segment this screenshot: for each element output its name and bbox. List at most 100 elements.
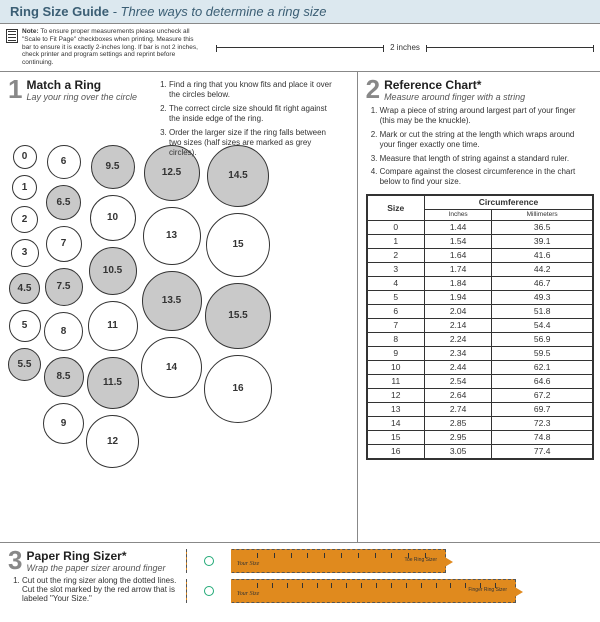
ring-circle: 13 xyxy=(143,207,201,265)
ring-circle: 15.5 xyxy=(205,283,271,349)
ring-circle: 12 xyxy=(86,415,139,468)
ring-circle: 9.5 xyxy=(91,145,135,189)
sizer-ticks xyxy=(257,583,495,589)
table-row: 163.0577.4 xyxy=(367,444,592,458)
th-in: Inches xyxy=(424,209,491,220)
step-item: Measure that length of string against a … xyxy=(380,154,594,164)
table-row: 31.7444.2 xyxy=(367,262,592,276)
step-item: Order the larger size if the ring falls … xyxy=(169,128,340,159)
note-row: Note: To ensure proper measurements plea… xyxy=(0,24,600,72)
sizer-name: Finger Ring Sizer xyxy=(468,587,507,593)
section-1-sub: Lay your ring over the circle xyxy=(26,92,137,102)
circle-column: 0 1 2 3 4.5 5 5.5 xyxy=(8,142,41,471)
note-box: Note: To ensure proper measurements plea… xyxy=(0,24,210,71)
main-columns: 1 Match a Ring Lay your ring over the ci… xyxy=(0,72,600,542)
table-row: 132.7469.7 xyxy=(367,402,592,416)
page-subtitle: - Three ways to determine a ring size xyxy=(113,4,327,19)
th-circ: Circumference xyxy=(424,195,592,209)
ring-circle: 11 xyxy=(88,301,138,351)
circle-column: 66.577.588.59 xyxy=(43,142,84,471)
ring-circles: 01234.555.566.577.588.599.51010.51111.51… xyxy=(8,142,351,471)
scale-line-left xyxy=(216,47,384,48)
section-3-instructions: Cut out the ring sizer along the dotted … xyxy=(8,576,178,603)
page-title: Ring Size Guide xyxy=(10,4,109,19)
section-1-title: Match a Ring xyxy=(26,78,137,92)
ring-circle: 16 xyxy=(204,355,272,423)
title-banner: Ring Size Guide - Three ways to determin… xyxy=(0,0,600,24)
note-text: Note: To ensure proper measurements plea… xyxy=(22,28,204,67)
ring-circle: 14 xyxy=(141,337,202,398)
step-item: Find a ring that you know fits and place… xyxy=(169,80,340,101)
section-1-number: 1 xyxy=(8,78,22,101)
ring-circle: 15 xyxy=(206,213,270,277)
section-2-head: 2 Reference Chart* Measure around finger… xyxy=(366,78,594,102)
step-item: Compare against the closest circumferenc… xyxy=(380,167,594,188)
ring-circle: 10.5 xyxy=(89,247,137,295)
section-2-number: 2 xyxy=(366,78,380,101)
step-item: Wrap a piece of string around largest pa… xyxy=(380,106,594,127)
ring-circle: 1 xyxy=(12,175,37,200)
table-row: 92.3459.5 xyxy=(367,346,592,360)
circle-column: 9.5 10 10.5 11 11.5 12 xyxy=(86,142,139,471)
section-3-text: 3 Paper Ring Sizer* Wrap the paper sizer… xyxy=(8,549,178,603)
sizer-head xyxy=(187,549,232,573)
ring-circle: 5.5 xyxy=(8,348,41,381)
sizer-name: Toe Ring Sizer xyxy=(404,557,437,563)
table-row: 142.8572.3 xyxy=(367,416,592,430)
table-row: 102.4462.1 xyxy=(367,360,592,374)
table-row: 01.4436.5 xyxy=(367,220,592,234)
section-3: 3 Paper Ring Sizer* Wrap the paper sizer… xyxy=(0,542,600,622)
section-3-sub: Wrap the paper sizer around finger xyxy=(26,563,165,573)
section-2-instructions: Wrap a piece of string around largest pa… xyxy=(366,106,594,188)
th-size: Size xyxy=(367,195,424,220)
ring-circle: 5 xyxy=(9,310,41,342)
ring-circle: 11.5 xyxy=(87,357,139,409)
scale-label: 2 inches xyxy=(390,43,420,52)
section-2-sub: Measure around finger with a string xyxy=(384,92,525,102)
arrow-icon xyxy=(513,586,523,598)
ring-circle: 6 xyxy=(47,145,81,179)
ring-circle: 2 xyxy=(11,206,38,233)
sizer-label: Your Size xyxy=(237,591,259,597)
paper-sizer: Your Size Finger Ring Sizer xyxy=(186,579,516,603)
sizer-label: Your Size xyxy=(237,561,259,567)
section-1: 1 Match a Ring Lay your ring over the ci… xyxy=(0,72,358,542)
paper-sizers: Your Size Toe Ring Sizer Your Size Finger R… xyxy=(186,549,592,603)
scale-bar: 2 inches xyxy=(210,43,600,52)
table-row: 41.8446.7 xyxy=(367,276,592,290)
step-item: Mark or cut the string at the length whi… xyxy=(380,130,594,151)
ring-circle: 7 xyxy=(46,226,82,262)
arrow-icon xyxy=(443,556,453,568)
ring-circle: 8.5 xyxy=(44,357,84,397)
circumference-table: SizeCircumferenceInchesMillimeters01.443… xyxy=(366,194,594,460)
table-row: 51.9449.3 xyxy=(367,290,592,304)
section-3-title: Paper Ring Sizer* xyxy=(26,549,165,563)
note-icon xyxy=(6,29,18,43)
table-row: 62.0451.8 xyxy=(367,304,592,318)
step-item: Cut out the ring sizer along the dotted … xyxy=(22,576,178,603)
section-2-title: Reference Chart* xyxy=(384,78,525,92)
table-row: 21.6441.6 xyxy=(367,248,592,262)
ring-circle: 7.5 xyxy=(45,268,83,306)
table-row: 11.5439.1 xyxy=(367,234,592,248)
scale-line-right xyxy=(426,47,594,48)
table-row: 72.1454.4 xyxy=(367,318,592,332)
section-1-instructions: Find a ring that you know fits and place… xyxy=(155,80,340,165)
ring-circle: 4.5 xyxy=(9,273,40,304)
table-row: 122.6467.2 xyxy=(367,388,592,402)
ring-circle: 9 xyxy=(43,403,84,444)
ring-circle: 13.5 xyxy=(142,271,202,331)
ring-circle: 10 xyxy=(90,195,136,241)
section-3-head: 3 Paper Ring Sizer* Wrap the paper sizer… xyxy=(8,549,178,573)
table-row: 112.5464.6 xyxy=(367,374,592,388)
paper-sizer: Your Size Toe Ring Sizer xyxy=(186,549,446,573)
table-row: 152.9574.8 xyxy=(367,430,592,444)
ring-circle: 8 xyxy=(44,312,83,351)
section-3-number: 3 xyxy=(8,549,22,572)
ring-circle: 3 xyxy=(11,239,39,267)
ring-circle: 0 xyxy=(13,145,37,169)
section-2: 2 Reference Chart* Measure around finger… xyxy=(358,72,600,542)
circle-column: 14.51515.516 xyxy=(204,142,272,471)
circle-column: 12.51313.514 xyxy=(141,142,202,471)
sizer-head xyxy=(187,579,232,603)
